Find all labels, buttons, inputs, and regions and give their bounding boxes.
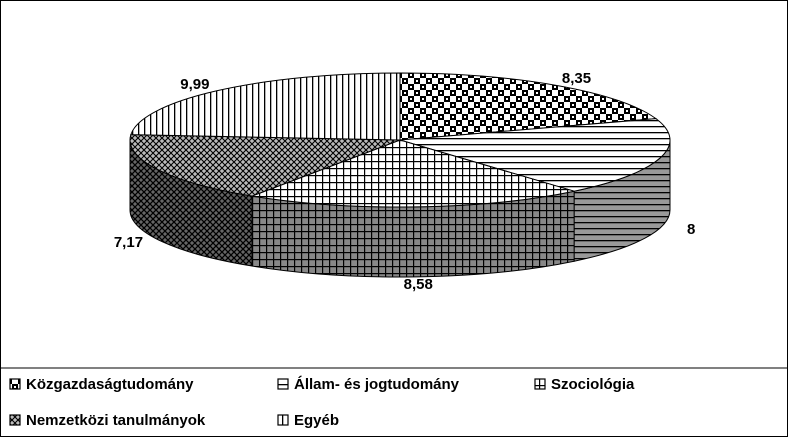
data-label: 7,17: [114, 234, 143, 251]
pie-slice: [250, 139, 575, 208]
data-label: 8: [687, 221, 695, 238]
legend-swatch: [9, 414, 21, 426]
legend-swatch: [277, 414, 289, 426]
pie-slice: [399, 72, 658, 141]
data-label: 8,35: [562, 70, 591, 87]
data-label: 9,99: [180, 76, 209, 93]
legend-swatch: [277, 378, 289, 390]
pie-slice: [129, 134, 401, 197]
legend-swatch: [9, 378, 21, 390]
legend-swatch: [534, 378, 546, 390]
legend-label: Szociológia: [551, 376, 635, 393]
pie-slice: [130, 72, 401, 141]
pie-slice: [399, 118, 671, 192]
legend-label: Közgazdaságtudomány: [26, 376, 194, 393]
data-label: 8,58: [404, 276, 433, 293]
legend-label: Állam- és jogtudomány: [294, 376, 460, 393]
legend-label: Egyéb: [294, 412, 339, 429]
legend-label: Nemzetközi tanulmányok: [26, 412, 206, 429]
